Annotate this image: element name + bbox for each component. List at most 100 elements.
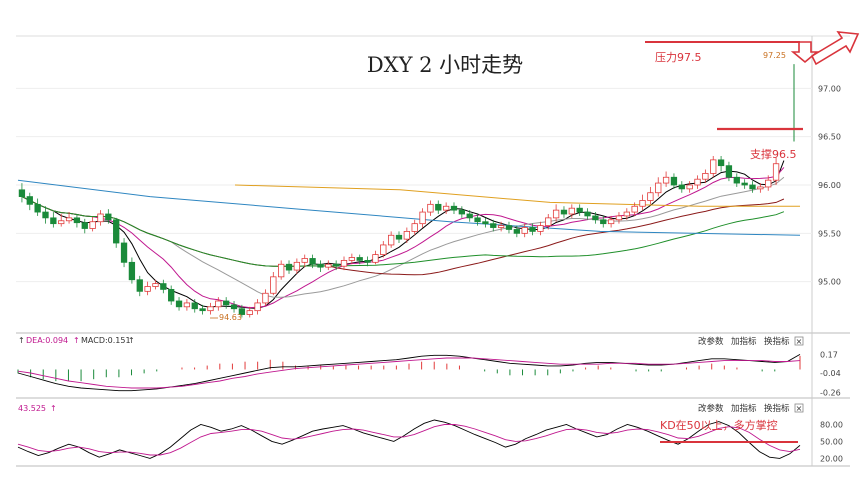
candle-body (686, 184, 693, 190)
macd-plot: 0.17 -0.04 -0.26 (17, 350, 841, 397)
candle-body (270, 276, 277, 294)
candle-body (765, 179, 772, 188)
candle-body (427, 203, 434, 213)
candle-body (278, 263, 285, 278)
candle-body (458, 209, 465, 215)
candle-body (442, 205, 450, 211)
candle-body (466, 213, 473, 219)
candle-body (160, 283, 167, 290)
kd-legend: 43.525 (18, 404, 46, 413)
candle-body (545, 217, 552, 227)
candle-body (380, 244, 387, 256)
candle-body (42, 211, 49, 219)
candle-body (639, 200, 646, 207)
macd-edit-params-button[interactable]: 改参数 (698, 336, 724, 347)
candle-body (647, 192, 654, 201)
price-tick-label: 95.00 (818, 278, 841, 287)
candle-body (191, 302, 198, 310)
ma10-line (21, 167, 785, 309)
ma120-line (21, 196, 785, 267)
price-axis-ticks: 97.00 96.50 96.00 95.50 95.00 (818, 84, 841, 286)
kd-close-box[interactable] (794, 403, 804, 413)
candle-body (230, 304, 238, 310)
macd-close-box[interactable] (794, 336, 804, 346)
candle-body (710, 159, 717, 174)
ma5-line (21, 160, 785, 309)
support-resistance-lines (645, 41, 803, 131)
macd-tick-label: -0.04 (820, 369, 841, 378)
candle-body (372, 254, 379, 263)
candle-body (529, 227, 536, 232)
chart-title: DXY 2 小时走势 (367, 53, 523, 77)
candle-body (631, 205, 638, 213)
macd-legend-arrow2-icon: ↑ (128, 336, 135, 345)
candle-body (741, 182, 748, 186)
candle-body (694, 178, 701, 186)
kd-close-icon[interactable]: × (796, 404, 803, 413)
candle-body (395, 234, 403, 240)
candle-body (309, 258, 316, 265)
kd-tick-label: 80.00 (820, 420, 843, 429)
candle-body (600, 219, 607, 225)
kd-tick-label: 20.00 (820, 454, 843, 463)
dea-line (17, 357, 801, 389)
macd-switch-indicator-button[interactable]: 换指标 (764, 336, 790, 347)
candle-body (387, 234, 395, 246)
up-right-arrow-icon (810, 31, 860, 66)
candle-body (607, 219, 615, 225)
kd-add-indicator-button[interactable]: 加指标 (731, 403, 757, 414)
candle-body (725, 165, 733, 178)
high-price-label: 97.25 (763, 51, 786, 60)
candle-body (411, 223, 418, 232)
candle-body (733, 176, 740, 184)
candle-body (34, 203, 41, 213)
price-tick-label: 96.50 (818, 133, 841, 142)
candle-body (435, 203, 442, 211)
candle-body (576, 207, 583, 213)
candlesticks (18, 64, 795, 318)
candle-body (537, 225, 544, 232)
candle-body (655, 182, 662, 194)
candle-body (505, 225, 513, 230)
kd-edit-params-button[interactable]: 改参数 (698, 403, 724, 414)
candle-body (105, 213, 112, 221)
low-price-label: 94.63 (219, 313, 242, 322)
dea-legend: DEA:0.094 (26, 336, 68, 345)
candle-body (113, 219, 120, 244)
candle-body (521, 227, 528, 234)
candle-body (223, 300, 230, 306)
candle-body (450, 205, 458, 211)
support-label: 支撑96.5 (750, 147, 797, 161)
candle-body (592, 215, 599, 221)
candle-body (749, 184, 756, 190)
candle-body (246, 310, 253, 315)
macd-close-icon[interactable]: × (796, 337, 803, 346)
candle-body (772, 163, 780, 181)
candle-body (340, 259, 348, 267)
candle-body (702, 172, 709, 180)
kd-tick-label: 50.00 (820, 437, 843, 446)
candle-body (238, 308, 246, 315)
moving-averages (17, 160, 801, 309)
macd-tick-label: 0.17 (820, 350, 838, 359)
macd-arrow-icon: ↑ (18, 336, 25, 345)
kd-plot: 80.00 50.00 20.00 (17, 419, 843, 463)
candle-body (333, 263, 340, 267)
candle-body (97, 213, 104, 223)
candle-body (58, 220, 65, 225)
candle-body (262, 292, 269, 304)
candle-body (568, 207, 575, 215)
candle-body (285, 263, 293, 271)
candle-body (348, 257, 356, 261)
ma200-line (234, 184, 800, 207)
macd-add-indicator-button[interactable]: 加指标 (731, 336, 757, 347)
price-tick-label: 97.00 (818, 84, 841, 93)
candle-body (670, 176, 678, 186)
d-line (17, 424, 801, 456)
candle-body (183, 302, 191, 308)
candle-body (513, 229, 520, 234)
candle-body (615, 215, 623, 221)
candle-body (175, 300, 183, 308)
macd-legend-arrow-icon: ↑ (73, 336, 80, 345)
kd-switch-indicator-button[interactable]: 换指标 (764, 403, 790, 414)
